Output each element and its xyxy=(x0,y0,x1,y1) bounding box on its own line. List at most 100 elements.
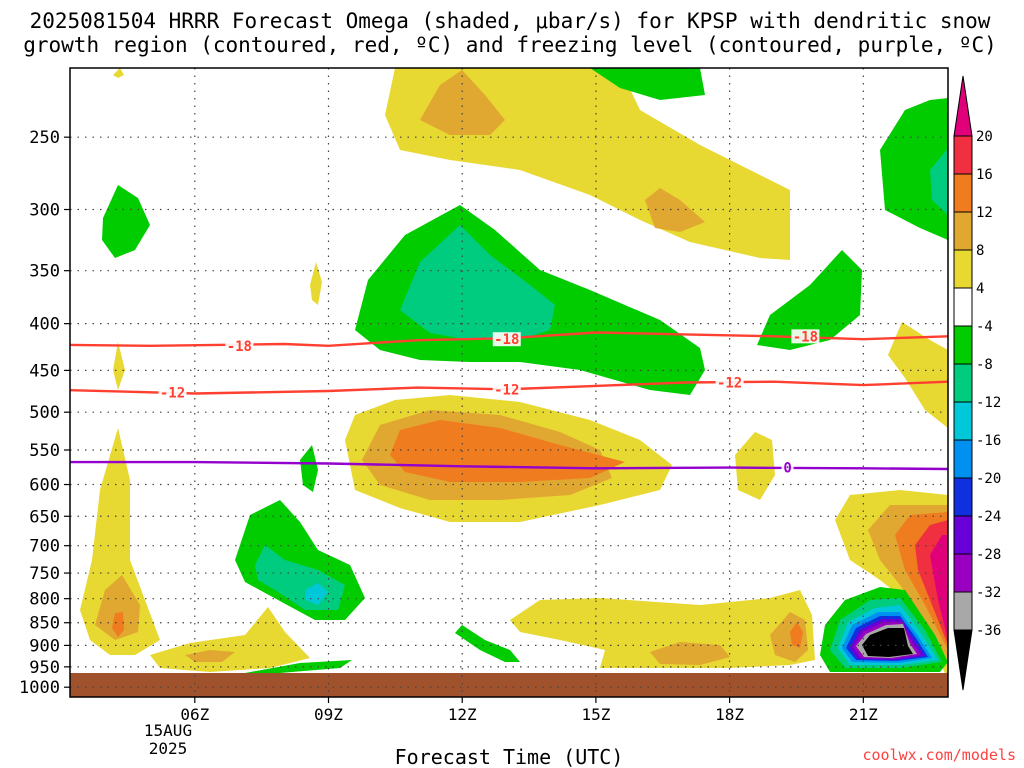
omega-region-far-right-magenta xyxy=(930,535,948,640)
omega-region-small-yellow xyxy=(310,262,322,305)
contour-label: -18 xyxy=(494,332,519,348)
y-tick-label: 500 xyxy=(29,403,60,423)
colorbar-label: -24 xyxy=(976,509,1001,525)
colorbar-label: -16 xyxy=(976,433,1001,449)
contour-label: -12 xyxy=(160,386,185,402)
colorbar-swatch xyxy=(953,591,973,631)
colorbar-swatch xyxy=(953,135,973,175)
colorbar-label: 12 xyxy=(976,205,993,221)
y-tick-label: 350 xyxy=(29,262,60,282)
colorbar-label: -36 xyxy=(976,623,1001,639)
contour-label-bg xyxy=(715,375,744,390)
contour-label-bg xyxy=(492,382,521,397)
colorbar-label: 8 xyxy=(976,243,984,259)
omega-region-right-yellow xyxy=(888,322,948,428)
omega-region-left-speck xyxy=(113,68,124,78)
x-tick-label: 21Z xyxy=(849,705,878,724)
contour-label-bg xyxy=(225,338,254,353)
x-tick-label: 15Z xyxy=(581,705,610,724)
temperature-contours: -18 -18 -18 -12 -12 -12 0 xyxy=(70,329,948,477)
omega-region-top-orange xyxy=(420,70,505,135)
y-tick-label: 750 xyxy=(29,564,60,584)
omega-region-right-green xyxy=(757,250,862,350)
colorbar: 20 16 12 8 4 -4 -8 -12 -16 -20 -24 -28 -32 -36 xyxy=(953,75,1001,691)
contour-label: -18 xyxy=(793,329,818,345)
y-tick-label: 300 xyxy=(29,201,60,221)
colorbar-label: -28 xyxy=(976,547,1001,563)
colorbar-swatch xyxy=(953,363,973,403)
x-tick-label: 09Z xyxy=(314,705,343,724)
y-tick-label: 700 xyxy=(29,537,60,557)
freezing-level-contour xyxy=(70,460,948,471)
x-tick-label: 12Z xyxy=(448,705,477,724)
omega-region-far-right-green xyxy=(880,98,948,240)
omega-region-bottom-green xyxy=(245,660,352,673)
colorbar-swatch xyxy=(953,477,973,517)
contour-label-bg xyxy=(492,332,521,347)
omega-region-lower-cyan xyxy=(305,583,328,605)
omega-region-upper-orange xyxy=(645,188,705,232)
x-axis: 06Z 09Z 12Z 15Z 18Z 21Z xyxy=(180,697,878,724)
date-label-line-2: 2025 xyxy=(149,739,188,758)
omega-region-lower-right-yellow xyxy=(510,590,815,668)
omega-region-central-teal xyxy=(400,225,555,340)
omega-region-far-right-teal xyxy=(930,148,948,215)
colorbar-label: -32 xyxy=(976,585,1001,601)
y-tick-label: 400 xyxy=(29,315,60,335)
omega-region-tiny-green xyxy=(455,625,520,662)
contour-label-bg xyxy=(781,460,794,475)
omega-region-top-green xyxy=(590,68,705,100)
contour-label: -12 xyxy=(717,376,742,392)
contour-label: -18 xyxy=(227,339,252,355)
omega-region-left-lower-red xyxy=(112,612,124,637)
contour-label: -12 xyxy=(494,382,519,398)
omega-region-core-black xyxy=(862,628,913,657)
colorbar-label: 4 xyxy=(976,281,984,297)
colorbar-swatch xyxy=(953,173,973,213)
colorbar-swatch xyxy=(953,287,973,327)
contour-label: 0 xyxy=(783,461,791,477)
colorbar-swatch xyxy=(953,401,973,441)
contour-label-bg xyxy=(158,385,187,400)
omega-region-lower-right-orange xyxy=(650,642,730,665)
colorbar-swatch xyxy=(953,439,973,479)
y-tick-label: 550 xyxy=(29,441,60,461)
x-axis-label: Forecast Time (UTC) xyxy=(395,745,624,768)
omega-region-left-green xyxy=(102,185,150,258)
plot-frame xyxy=(69,67,949,698)
y-axis: 250 300 350 400 450 500 550 600 650 700 750 800 850 9… xyxy=(19,128,70,698)
y-tick-label: 1000 xyxy=(19,678,60,698)
colorbar-label: 20 xyxy=(976,129,993,145)
y-tick-label: 850 xyxy=(29,614,60,634)
dendritic-contour xyxy=(70,380,948,395)
colorbar-bottom-arrow xyxy=(953,629,973,691)
y-tick-label: 650 xyxy=(29,507,60,527)
plot-area: -18 -18 -18 -12 -12 -12 0 xyxy=(69,67,949,698)
surface-ground xyxy=(70,673,948,697)
omega-region-mid-right-yellow xyxy=(735,432,775,500)
chart-title-line-1: 2025081504 HRRR Forecast Omega (shaded, … xyxy=(30,9,991,33)
y-tick-label: 950 xyxy=(29,658,60,678)
y-tick-label: 800 xyxy=(29,590,60,610)
omega-region-lower-right-dark-orange xyxy=(790,622,803,648)
colorbar-label: -12 xyxy=(976,395,1001,411)
omega-shading xyxy=(80,68,948,680)
colorbar-swatch xyxy=(953,553,973,593)
y-tick-label: 450 xyxy=(29,361,60,381)
chart-title-line-2: growth region (contoured, red, ºC) and f… xyxy=(23,33,997,57)
x-tick-label: 06Z xyxy=(180,705,209,724)
colorbar-top-arrow xyxy=(953,75,973,137)
x-tick-label: 18Z xyxy=(715,705,744,724)
y-tick-label: 250 xyxy=(29,128,60,148)
colorbar-label: 16 xyxy=(976,167,993,183)
y-tick-label: 600 xyxy=(29,476,60,496)
colorbar-swatch xyxy=(953,211,973,251)
omega-region-small-green xyxy=(300,445,318,492)
date-label-line-1: 15AUG xyxy=(144,721,192,740)
omega-region-bottom-orange xyxy=(185,650,235,662)
contour-label-bg xyxy=(791,329,820,344)
source-credit: coolwx.com/models xyxy=(862,746,1016,764)
colorbar-swatch xyxy=(953,515,973,555)
omega-region-left-sliver xyxy=(113,342,125,390)
